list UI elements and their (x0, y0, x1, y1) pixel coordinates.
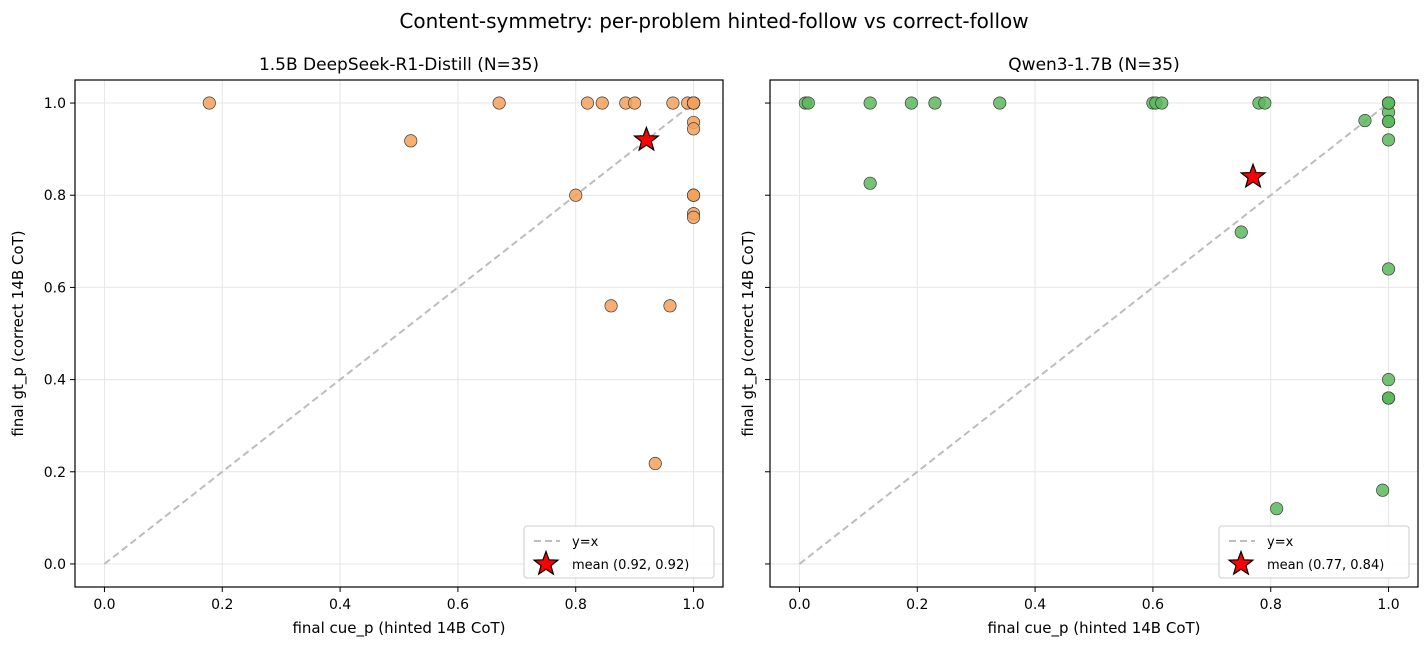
left-grid (75, 80, 723, 587)
left-mean-star (632, 125, 660, 152)
right-x-tick-label: 0.4 (1024, 597, 1046, 613)
left-data-point (569, 188, 583, 202)
left-scatter-panel: 0.0 0.2 0.4 0.6 0.8 1.0 0.0 0.2 0.4 0.6 0.8 1.0 1.5… (9, 55, 724, 638)
left-legend-star-swatch (532, 549, 560, 576)
right-data-point (1381, 391, 1396, 405)
right-legend-label-mean: mean (0.77, 0.84) (1267, 558, 1384, 573)
right-data-point (1381, 96, 1396, 110)
right-data-point (1155, 96, 1169, 110)
left-axes-frame (74, 79, 724, 588)
right-x-tick-label: 0.6 (1142, 597, 1164, 613)
right-data-point (801, 96, 815, 110)
left-y-tick-label: 1.0 (44, 96, 66, 112)
right-identity-line (798, 102, 1390, 565)
left-legend-box (523, 525, 715, 579)
left-points (202, 96, 701, 471)
right-panel-title: Qwen3-1.7B (N=35) (1008, 55, 1179, 75)
left-data-point (492, 96, 506, 110)
right-data-point (1358, 114, 1372, 128)
left-data-point (595, 96, 609, 110)
left-data-point (666, 96, 680, 110)
right-data-point (928, 96, 942, 110)
left-data-point (580, 96, 595, 110)
right-scatter-panel: 0.0 0.2 0.4 0.6 0.8 1.0 Qwen3-1.7B (N=35) fin… (739, 55, 1419, 638)
left-legend-label-identity: y=x (572, 535, 599, 550)
right-x-tick-label: 1.0 (1377, 597, 1399, 613)
left-y-tick-label: 0.6 (44, 280, 66, 296)
right-x-axis-label: final cue_p (hinted 14B CoT) (987, 619, 1200, 638)
left-x-tick-label: 1.0 (682, 597, 704, 613)
left-x-tick-label: 0.6 (447, 597, 469, 613)
right-x-tick-label: 0.8 (1260, 597, 1282, 613)
left-data-point (686, 188, 701, 202)
right-points (798, 96, 1396, 516)
right-legend-label-identity: y=x (1267, 535, 1294, 550)
figure-suptitle: Content-symmetry: per-problem hinted-fol… (399, 9, 1028, 33)
right-legend-star-swatch (1227, 549, 1255, 576)
left-data-point (686, 96, 701, 110)
left-data-point (663, 299, 677, 313)
left-data-point (604, 299, 618, 313)
left-y-tick-label: 0.2 (44, 465, 66, 481)
right-data-point (863, 96, 877, 110)
right-data-point (1376, 483, 1390, 497)
right-data-point (1234, 225, 1248, 239)
right-y-axis-label: final gt_p (correct 14B CoT) (739, 230, 758, 436)
left-panel-title: 1.5B DeepSeek-R1-Distill (N=35) (259, 55, 539, 75)
right-data-point (993, 96, 1007, 110)
right-data-point (1258, 96, 1272, 110)
left-data-point (628, 96, 642, 110)
left-y-tick-label: 0.4 (44, 373, 66, 389)
right-data-point (1381, 114, 1396, 129)
right-data-point (904, 96, 918, 110)
right-data-point (1381, 133, 1396, 147)
right-data-point (863, 176, 877, 190)
left-data-point (202, 96, 216, 110)
left-data-point (648, 456, 662, 471)
left-x-axis-label: final cue_p (hinted 14B CoT) (292, 619, 505, 638)
left-x-tick-label: 0.8 (565, 597, 587, 613)
right-axes-frame (769, 79, 1419, 588)
right-data-point (1381, 373, 1396, 387)
left-y-tick-label: 0.8 (44, 188, 66, 204)
left-data-point (404, 134, 418, 148)
right-ticks: 0.0 0.2 0.4 0.6 0.8 1.0 (765, 102, 1400, 613)
left-identity-line (103, 102, 695, 565)
left-ticks: 0.0 0.2 0.4 0.6 0.8 1.0 0.0 0.2 0.4 0.6 0.8 1.0 (44, 96, 705, 613)
left-x-tick-label: 0.2 (211, 597, 233, 613)
left-data-point (686, 122, 701, 136)
left-legend-label-mean: mean (0.92, 0.92) (572, 558, 689, 573)
right-legend-box (1218, 525, 1410, 579)
left-y-axis-label: final gt_p (correct 14B CoT) (9, 230, 28, 436)
right-x-tick-label: 0.2 (906, 597, 928, 613)
left-data-point (686, 210, 701, 224)
left-y-tick-label: 0.0 (44, 557, 66, 573)
right-mean-star (1239, 162, 1267, 189)
right-data-point (1381, 262, 1396, 276)
right-data-point (1270, 502, 1284, 516)
right-legend: y=x mean (0.77, 0.84) (1218, 525, 1410, 579)
left-legend: y=x mean (0.92, 0.92) (523, 525, 715, 579)
left-x-tick-label: 0.0 (93, 597, 115, 613)
left-x-tick-label: 0.4 (329, 597, 351, 613)
right-x-tick-label: 0.0 (788, 597, 810, 613)
